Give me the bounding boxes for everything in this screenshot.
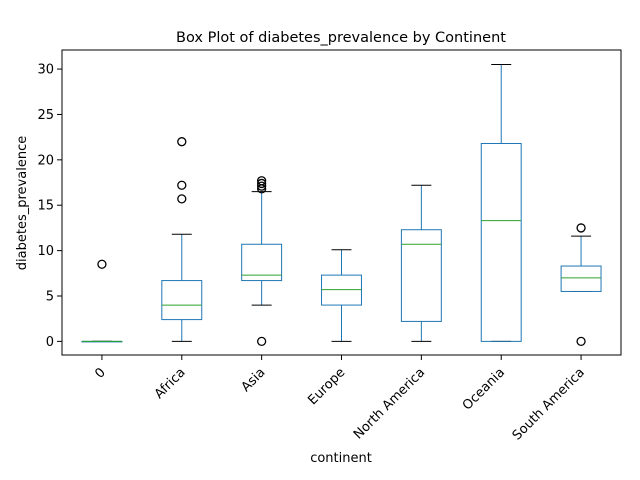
y-tick-label: 5 xyxy=(46,289,54,304)
chart-title: Box Plot of diabetes_prevalence by Conti… xyxy=(176,30,506,46)
outlier-asia xyxy=(256,178,267,189)
outlier-africa xyxy=(177,180,187,190)
y-tick-label: 25 xyxy=(37,108,54,123)
outlier-asia xyxy=(256,181,267,191)
outlier-south-america xyxy=(576,336,586,347)
box-south-america xyxy=(560,265,602,292)
x-tick-label-oceania: Oceania xyxy=(460,365,508,413)
y-tick-label: 15 xyxy=(37,199,54,214)
x-tick-label-europe: Europe xyxy=(305,365,348,408)
outlier-asia xyxy=(256,176,267,186)
y-tick-label: 30 xyxy=(37,63,54,78)
outlier-africa xyxy=(177,137,187,147)
outlier-asia xyxy=(256,336,267,347)
y-tick-label: 10 xyxy=(37,244,54,259)
outlier-south-america xyxy=(576,223,586,233)
y-tick-label: 0 xyxy=(46,335,54,350)
x-tick-label-north-america: North America xyxy=(351,365,428,442)
x-axis-title: continent xyxy=(310,451,372,466)
outlier-africa xyxy=(177,194,187,204)
box-north-america xyxy=(400,229,442,322)
box-asia xyxy=(241,243,283,282)
plot-area: 0 5 10 15 20 25 30 0 Africa Asia Europe North Ameri… xyxy=(37,49,622,443)
y-axis-title: diabetes_prevalence xyxy=(15,136,30,270)
x-tick-label-0: 0 xyxy=(92,365,108,381)
y-tick-label: 20 xyxy=(37,153,54,168)
x-tick-label-south-america: South America xyxy=(510,365,588,443)
x-tick-label-asia: Asia xyxy=(239,365,269,395)
box-oceania xyxy=(480,142,522,342)
outlier-0 xyxy=(97,259,107,269)
plot-frame xyxy=(61,49,622,356)
box-africa xyxy=(161,280,203,321)
x-tick-label-africa: Africa xyxy=(152,365,189,402)
